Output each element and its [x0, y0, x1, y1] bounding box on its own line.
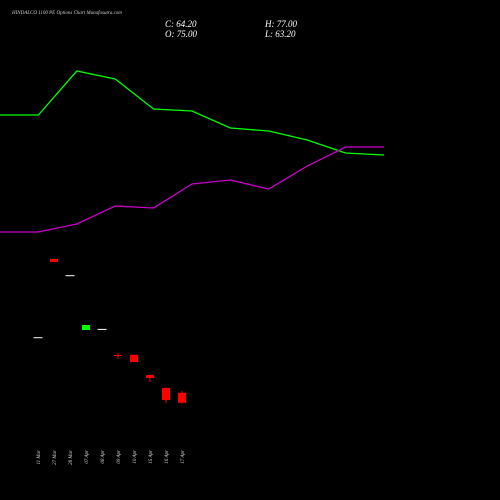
x-tick-label: 11 Mar [37, 450, 42, 465]
candle-body [82, 325, 90, 330]
open-label: O: 75.00 [165, 29, 197, 39]
x-tick-label: 27 Mar [53, 450, 58, 465]
candle-body [114, 355, 122, 357]
chart-title: HINDALCO 1100 PE Options Chart Munafasut… [11, 11, 122, 16]
close-label: C: 64.20 [165, 19, 197, 29]
x-tick-label: 10 Apr [133, 450, 138, 464]
candle-body [50, 258, 58, 263]
x-tick-label: 16 Apr [165, 450, 170, 464]
x-tick-label: 28 Mar [69, 450, 74, 465]
line-series [0, 70, 385, 156]
candle-body [178, 392, 186, 403]
x-tick-label: 17 Apr [181, 450, 186, 464]
x-tick-label: 15 Apr [149, 450, 154, 464]
x-tick-label: 08 Apr [101, 450, 106, 464]
candle-body [130, 354, 138, 363]
candle-body [33, 337, 43, 339]
candle-body [162, 387, 170, 400]
candle-body [146, 375, 154, 378]
candle-body [65, 275, 75, 277]
x-tick-label: 09 Apr [117, 450, 122, 464]
low-label: L: 63.20 [264, 29, 296, 39]
candle-body [97, 328, 107, 330]
high-label: H: 77.00 [264, 19, 297, 29]
line-series [0, 146, 384, 233]
x-tick-label: 07 Apr [85, 450, 90, 464]
